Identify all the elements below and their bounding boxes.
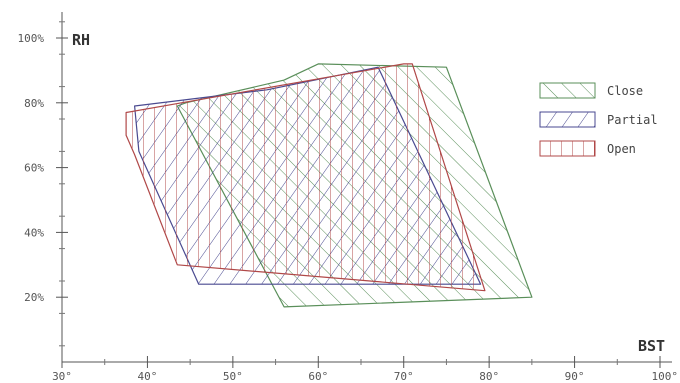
y-axis-title: RH: [72, 31, 90, 49]
legend: Close Partial Open: [539, 82, 658, 157]
y-tick-label: 20%: [24, 291, 44, 304]
legend-label-open: Open: [607, 142, 636, 156]
x-tick-label: 70°: [394, 370, 414, 383]
y-tick-label: 80%: [24, 97, 44, 110]
y-tick-label: 60%: [24, 162, 44, 175]
y-tick-label: 100%: [18, 32, 45, 45]
legend-label-close: Close: [607, 84, 643, 98]
series-region-open: [125, 63, 486, 292]
plot-area: [125, 63, 533, 308]
x-tick-label: 30°: [52, 370, 72, 383]
x-tick-label: 60°: [308, 370, 328, 383]
x-tick-label: 100°: [652, 370, 679, 383]
y-axis-ticks: 20% 40% 60% 80% 100%: [18, 21, 68, 347]
legend-swatch-open: [539, 140, 596, 157]
x-axis-ticks: 30° 40° 50° 60° 70° 80° 90° 100°: [52, 356, 678, 383]
legend-swatch-partial: [539, 111, 596, 128]
legend-label-partial: Partial: [607, 113, 658, 127]
series-layer: [125, 63, 533, 308]
x-tick-label: 90°: [565, 370, 585, 383]
y-tick-label: 40%: [24, 226, 44, 239]
x-axis-title: BST: [638, 337, 665, 355]
x-tick-label: 80°: [479, 370, 499, 383]
x-tick-label: 50°: [223, 370, 243, 383]
x-tick-label: 40°: [137, 370, 157, 383]
legend-swatch-close: [539, 82, 596, 99]
